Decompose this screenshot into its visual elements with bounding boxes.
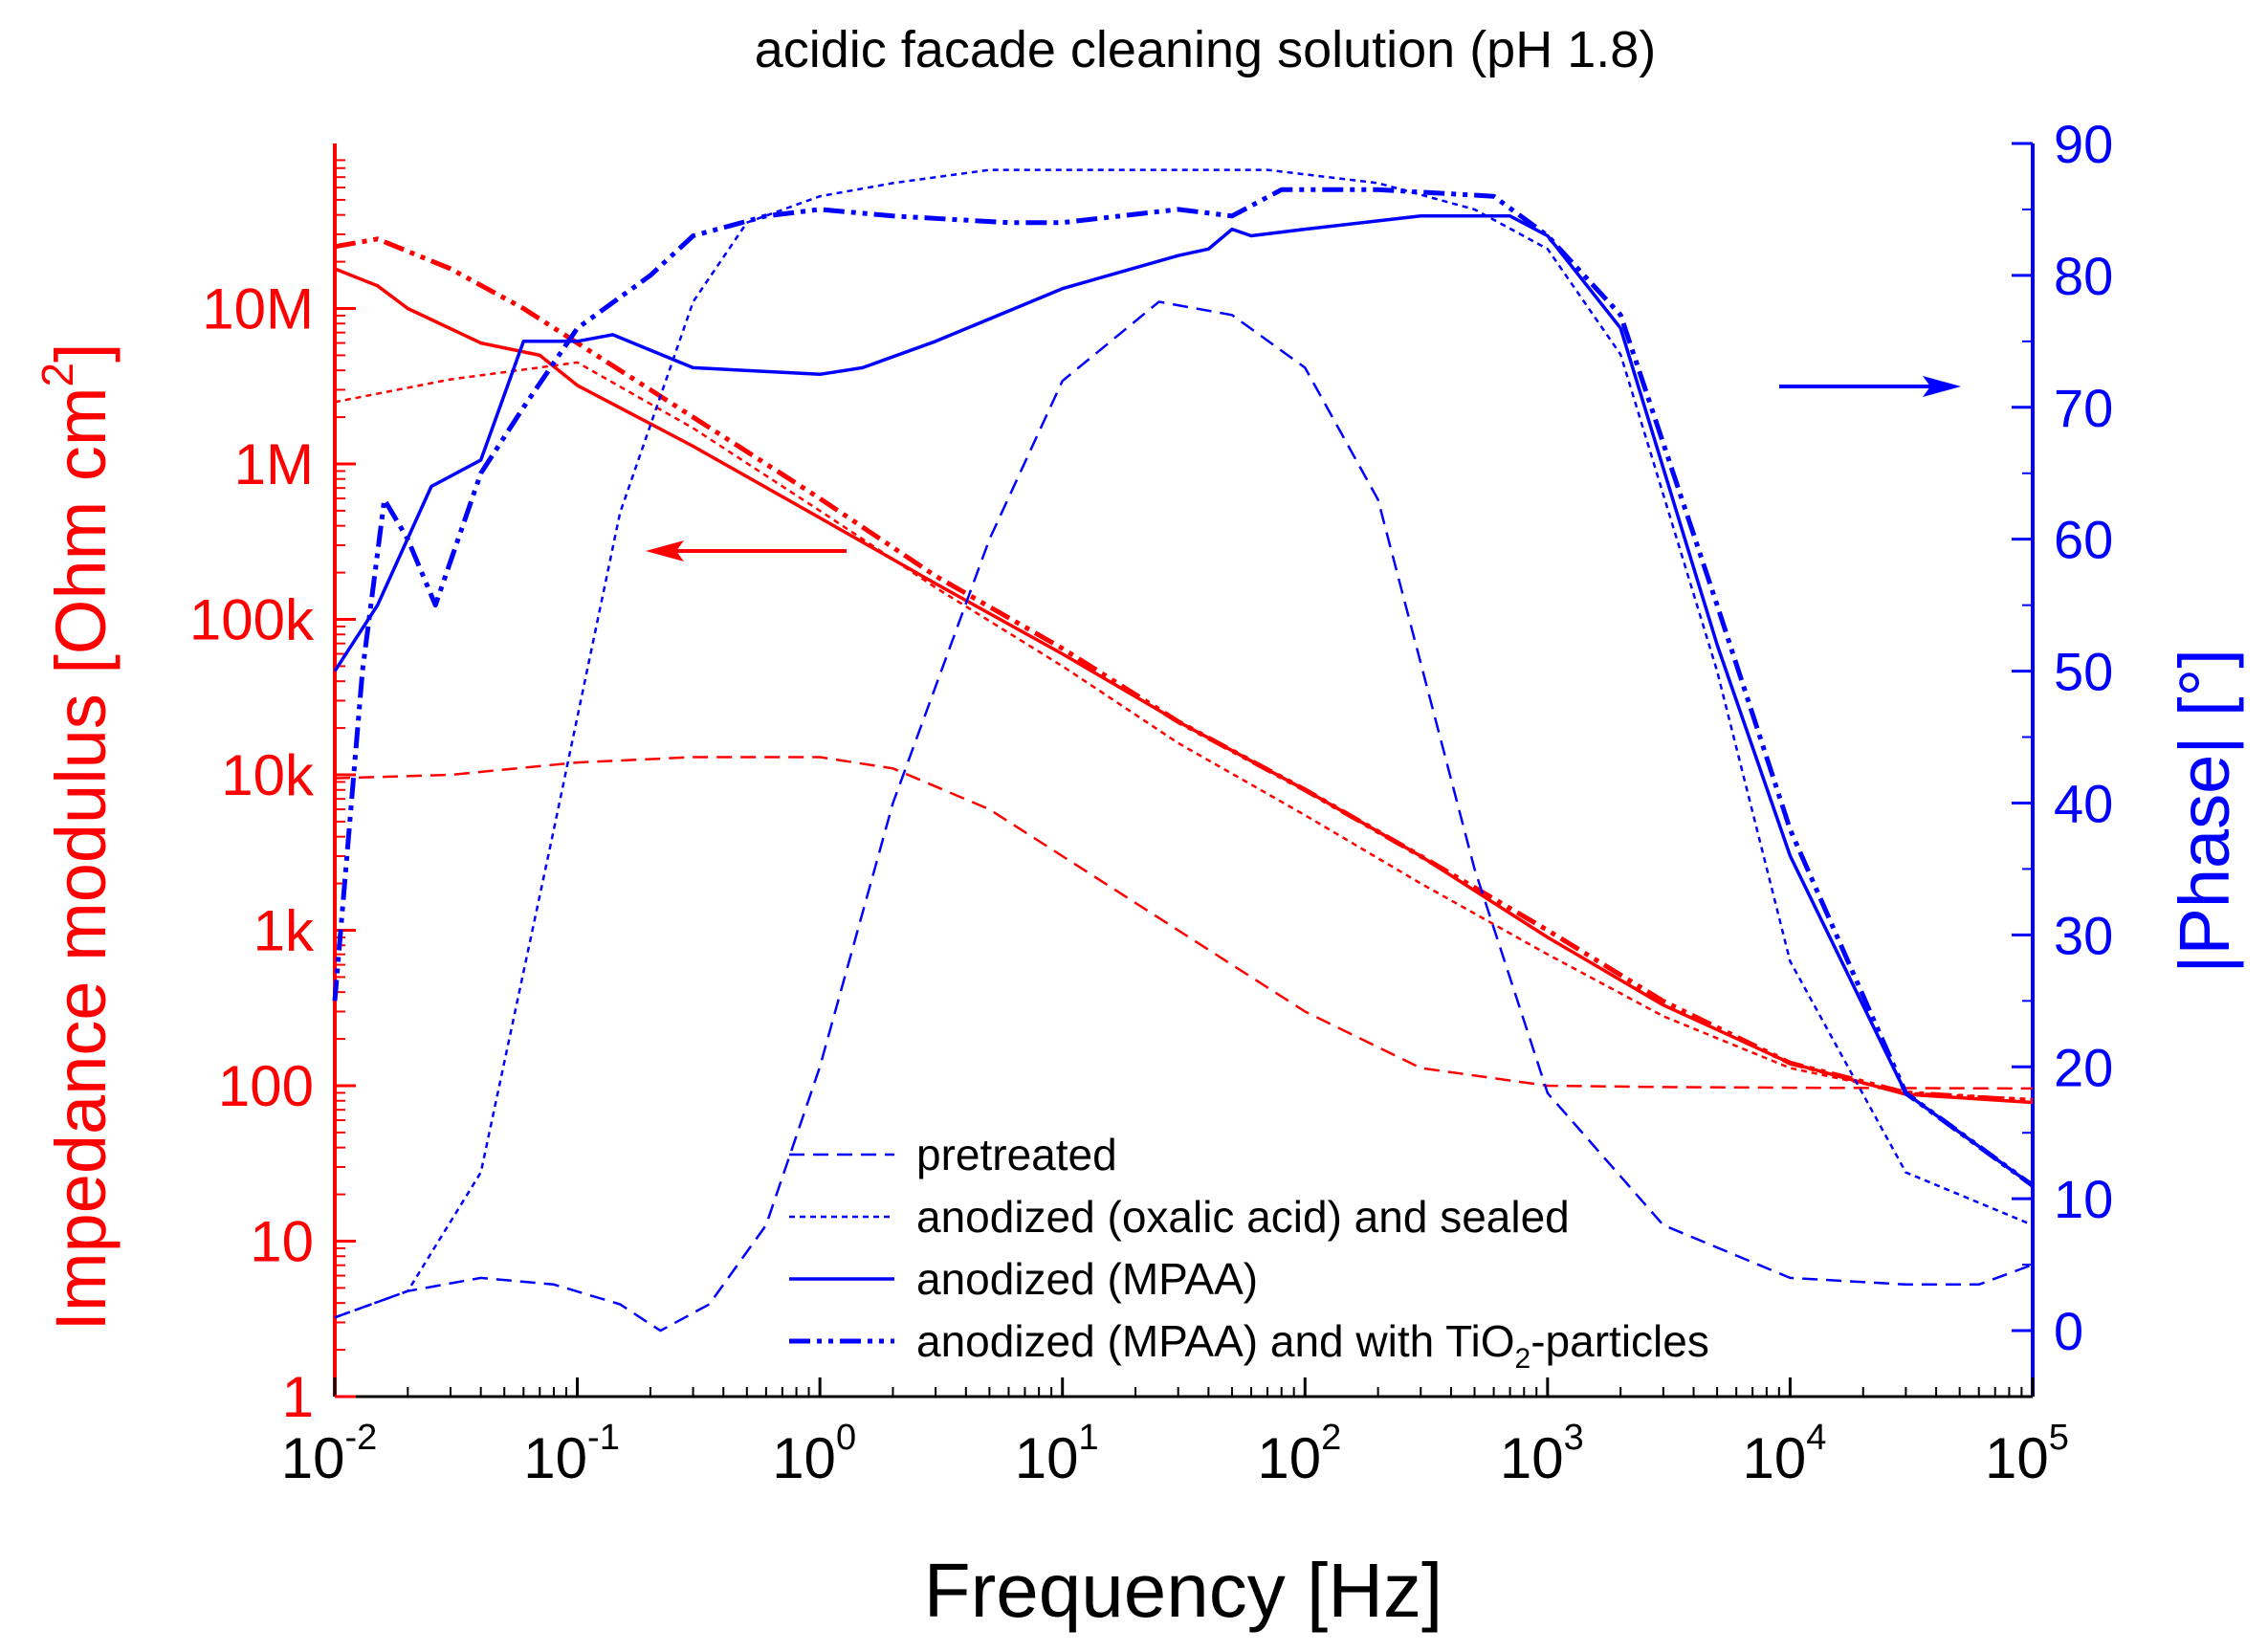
- arrow-phase: [1779, 376, 1961, 397]
- left-tick-label: 10M: [202, 277, 314, 341]
- left-axis-title: Impedance modulus [Ohm cm2]: [33, 342, 121, 1331]
- left-tick-label: 1: [282, 1365, 314, 1429]
- arrow-impedance: [646, 540, 847, 562]
- left-tick-label: 100: [218, 1054, 314, 1118]
- impedance-dash-dot-dot-line: [334, 236, 2034, 1104]
- left-tick-label: 1M: [234, 432, 314, 496]
- left-tick-label: 10: [250, 1210, 314, 1274]
- right-axis-ticks: 0 10 20 30 40 50 60 70 80 90: [2012, 114, 2113, 1361]
- x-tick-label: 103: [1500, 1418, 1584, 1490]
- legend-label: pretreated: [916, 1130, 1117, 1179]
- impedance-dotted-line: [334, 361, 2034, 1101]
- right-axis-title: |Phase| [°]: [2165, 649, 2244, 974]
- impedance-dashed-line: [334, 756, 2034, 1090]
- legend-label: anodized (oxalic acid) and sealed: [916, 1192, 1570, 1242]
- x-tick-label: 104: [1742, 1418, 1826, 1490]
- phase-dotted-line: [334, 168, 2034, 1319]
- left-tick-label: 100k: [189, 588, 315, 652]
- x-axis-ticks: 10-2 10-1 100 101 102 103 104 105: [281, 1377, 2069, 1490]
- x-tick-label: 101: [1015, 1418, 1099, 1490]
- chart-title: acidic facade cleaning solution (pH 1.8): [755, 21, 1657, 78]
- x-tick-label: 10-2: [281, 1418, 378, 1490]
- x-tick-label: 100: [772, 1418, 856, 1490]
- right-tick-label: 70: [2054, 378, 2113, 438]
- x-tick-label: 10-1: [523, 1418, 620, 1490]
- right-tick-label: 40: [2054, 773, 2113, 833]
- right-tick-label: 60: [2054, 510, 2113, 570]
- x-tick-label: 102: [1257, 1418, 1341, 1490]
- legend-label: anodized (MPAA) and with TiO2-particles: [916, 1316, 1709, 1375]
- legend: pretreated anodized (oxalic acid) and sea…: [789, 1130, 1709, 1375]
- right-tick-label: 20: [2054, 1037, 2113, 1097]
- right-tick-label: 90: [2054, 114, 2113, 174]
- left-axis-ticks: 1 10 100 1k 10k 100k 1M 10M: [189, 159, 356, 1429]
- right-tick-label: 80: [2054, 246, 2113, 306]
- phase-solid-line: [333, 214, 2035, 1187]
- right-tick-label: 30: [2054, 905, 2113, 965]
- plot-frame: [333, 143, 2035, 1399]
- legend-label: anodized (MPAA): [916, 1254, 1258, 1304]
- x-tick-label: 105: [1985, 1418, 2069, 1490]
- left-tick-label: 1k: [253, 899, 315, 963]
- right-tick-label: 50: [2054, 642, 2113, 702]
- phase-dashed-line: [334, 300, 2034, 1333]
- impedance-solid-line: [334, 267, 2034, 1105]
- right-tick-label: 0: [2054, 1301, 2083, 1361]
- x-axis-title: Frequency [Hz]: [924, 1548, 1442, 1633]
- right-tick-label: 10: [2054, 1169, 2113, 1229]
- series-layer: [332, 168, 2035, 1333]
- left-tick-label: 10k: [221, 743, 315, 807]
